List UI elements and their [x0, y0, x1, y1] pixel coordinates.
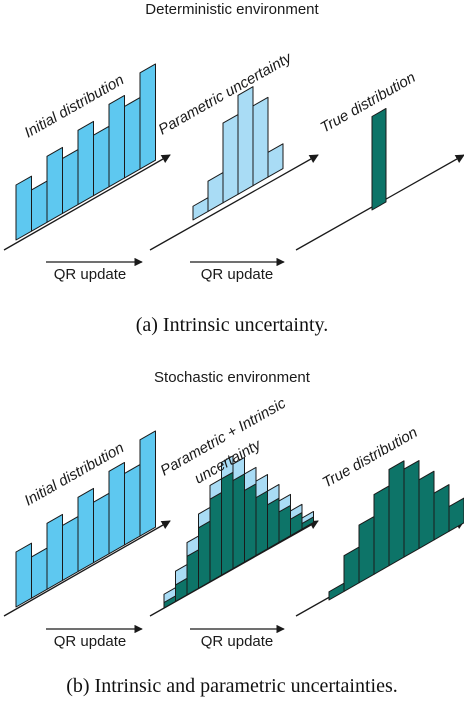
histogram-bar-intrinsic: [198, 520, 211, 589]
histogram-bar: [252, 96, 269, 187]
histogram-bar: [448, 497, 464, 532]
qr-update-label-a1: QR update: [54, 266, 127, 283]
qr-update-label-b2: QR update: [201, 633, 274, 650]
panel-a: Deterministic environment Initial distri…: [3, 1, 464, 336]
axis-a1: [3, 154, 171, 251]
histogram-bar-intrinsic: [221, 471, 234, 576]
histogram-bar-intrinsic: [209, 492, 222, 583]
histogram-bar: [388, 460, 405, 567]
bars-true-distribution-a: [371, 107, 387, 211]
histogram-bar: [433, 484, 450, 541]
histogram-bar-intrinsic: [278, 504, 291, 543]
histogram-bar: [343, 546, 360, 592]
histogram-bar: [192, 197, 209, 221]
histogram-bar: [418, 470, 435, 550]
histogram-bar: [222, 114, 239, 204]
histogram-bar: [267, 143, 284, 178]
histogram-bar: [371, 107, 387, 211]
caption-a: (a) Intrinsic uncertainty.: [136, 314, 329, 336]
stage-label-true-a: True distribution: [318, 69, 419, 137]
histogram-bar: [93, 492, 110, 564]
histogram-bar-intrinsic: [301, 516, 314, 530]
histogram-bar-intrinsic: [290, 512, 303, 537]
axis-b1: [3, 520, 171, 617]
histogram-bar: [328, 582, 345, 601]
histogram-bar: [46, 146, 63, 223]
histogram-bar: [93, 125, 110, 197]
histogram-bar: [62, 516, 79, 581]
histogram-bar: [403, 460, 420, 558]
bars-initial-distribution-b: [15, 430, 156, 608]
histogram-bar: [31, 547, 48, 599]
histogram-bar: [77, 487, 94, 573]
histogram-bar: [77, 120, 94, 206]
caption-b: (b) Intrinsic and parametric uncertainti…: [66, 675, 398, 697]
histogram-bar: [373, 485, 390, 575]
histogram-bar: [15, 542, 32, 608]
histogram-bar: [108, 94, 125, 188]
histogram-bar: [31, 180, 48, 232]
bars-initial-distribution-a: [15, 63, 156, 241]
bars-parametric-intrinsic: [163, 455, 314, 609]
histogram-bar: [139, 63, 156, 170]
histogram-bar-intrinsic: [244, 483, 257, 563]
histogram-bar-intrinsic: [232, 473, 245, 570]
panel-b-title: Stochastic environment: [154, 369, 311, 386]
qr-update-label-b1: QR update: [54, 633, 127, 650]
panel-b: Stochastic environment Initial distribut…: [3, 369, 464, 697]
histogram-bar: [124, 464, 141, 546]
histogram-bar-intrinsic: [267, 497, 280, 550]
histogram-bar: [15, 175, 32, 241]
panel-a-title: Deterministic environment: [145, 1, 319, 18]
axis-a2: [149, 154, 319, 251]
histogram-bar: [358, 516, 375, 584]
histogram-bar-intrinsic: [186, 549, 199, 596]
histogram-bar: [237, 86, 254, 195]
bars-true-distribution-b: [328, 460, 464, 601]
histogram-bar: [124, 97, 141, 179]
histogram-bar: [62, 149, 79, 214]
histogram-bar: [46, 513, 63, 590]
histogram-bar-intrinsic: [255, 490, 268, 556]
bars-parametric-uncertainty: [192, 86, 284, 221]
qr-update-label-a2: QR update: [201, 266, 274, 283]
histogram-bar: [108, 461, 125, 555]
histogram-bar: [139, 430, 156, 537]
histogram-bar: [207, 172, 224, 212]
